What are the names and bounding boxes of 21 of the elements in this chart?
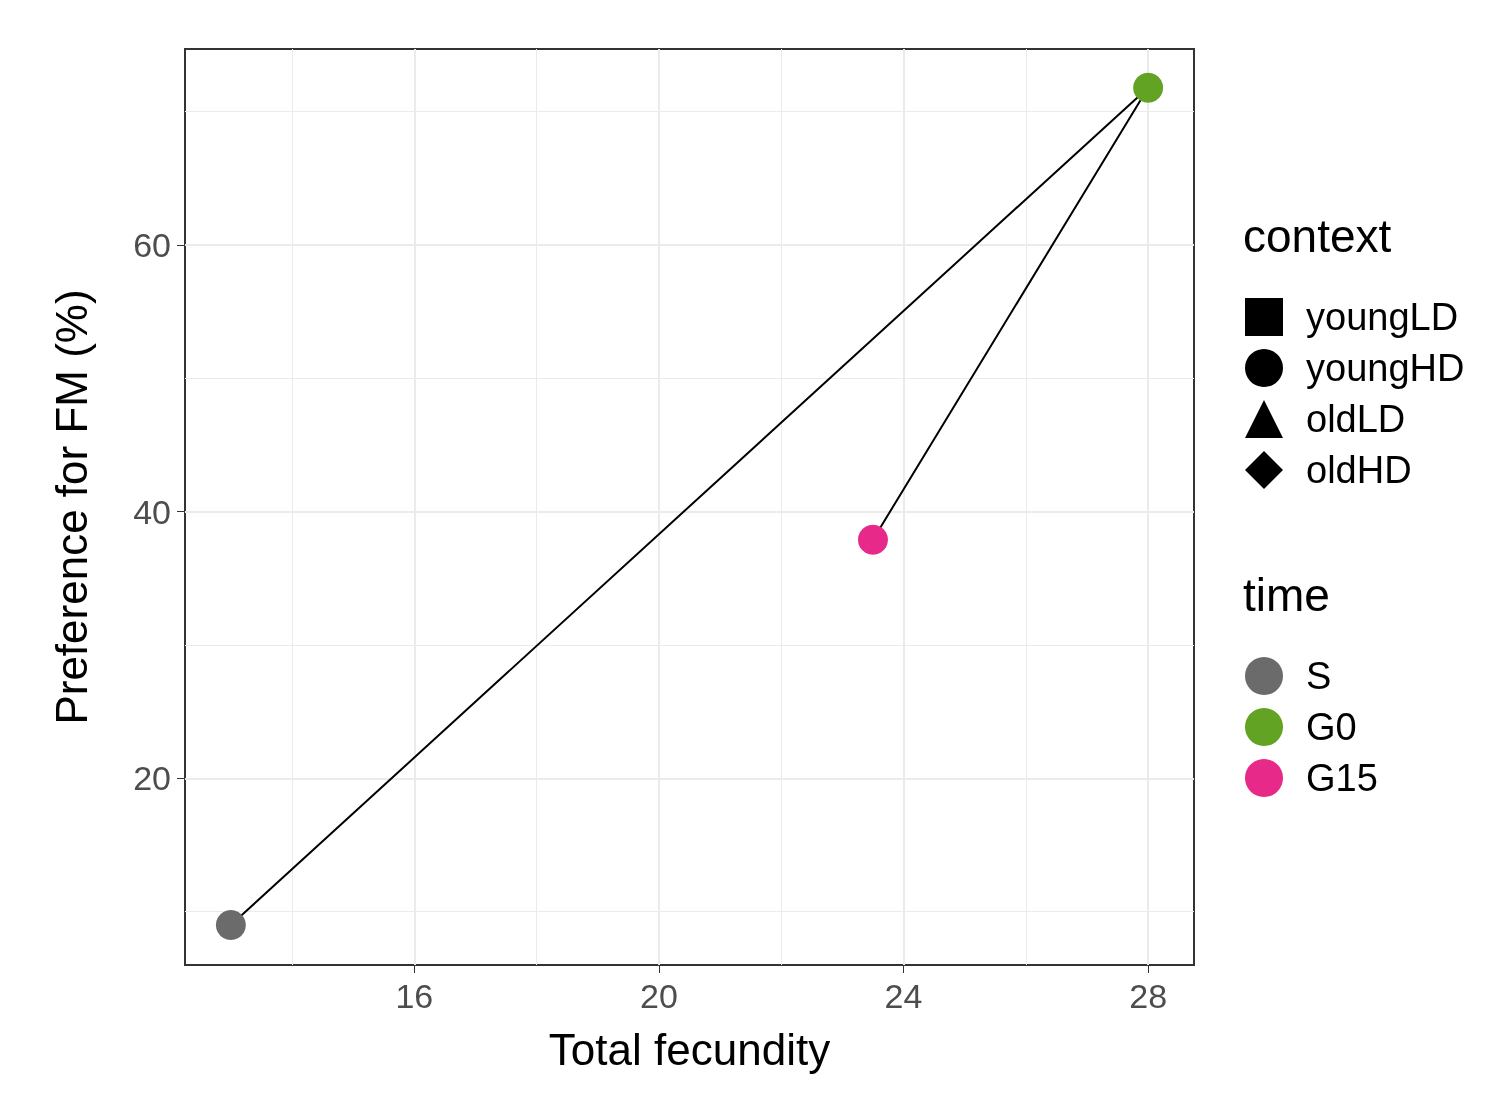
legend-label: youngHD bbox=[1306, 347, 1465, 389]
text: context bbox=[1243, 210, 1392, 262]
y-tick-label: 20 bbox=[133, 759, 171, 798]
legend-label: oldLD bbox=[1306, 398, 1406, 440]
legend-label: S bbox=[1306, 655, 1332, 697]
point bbox=[215, 910, 246, 940]
x-axis-title: Total fecundity bbox=[548, 1024, 831, 1074]
y-axis-title: Preference for FM (%) bbox=[46, 289, 96, 725]
legend-label: youngLD bbox=[1306, 296, 1459, 338]
legend-label: G15 bbox=[1306, 757, 1378, 799]
x-tick-label: 28 bbox=[1129, 977, 1168, 1015]
y-tick-label: 60 bbox=[133, 226, 171, 264]
x-tick-label: 16 bbox=[395, 977, 434, 1015]
text: time bbox=[1243, 569, 1330, 621]
y-tick-label: 40 bbox=[133, 492, 171, 531]
point bbox=[1133, 72, 1164, 103]
point bbox=[857, 524, 888, 555]
legend-label: G0 bbox=[1306, 706, 1357, 748]
x-tick-label: 24 bbox=[884, 977, 923, 1015]
legend-label: oldHD bbox=[1306, 449, 1412, 491]
x-tick-label: 20 bbox=[640, 977, 678, 1015]
